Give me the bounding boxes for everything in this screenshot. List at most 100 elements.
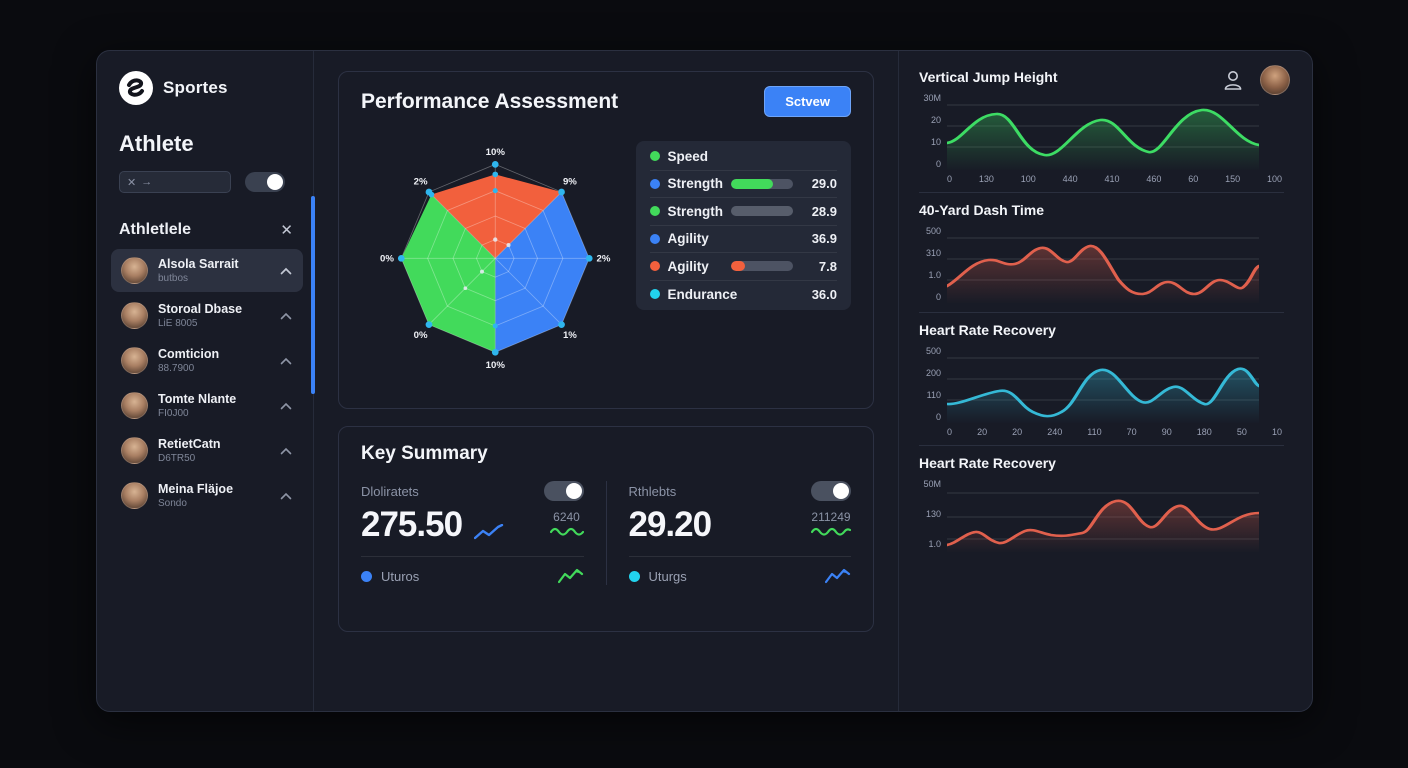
legend-label: Agility	[667, 231, 709, 247]
line-chart-red-2	[947, 492, 1259, 553]
radar-axis-label: 10%	[486, 360, 506, 371]
radar-axis-label: 1%	[563, 330, 577, 341]
legend-value: 36.0	[811, 286, 837, 302]
strength-dot-icon	[649, 178, 660, 189]
chevron-up-icon[interactable]	[279, 402, 293, 410]
performance-assessment-card: Performance Assessment Sctvew	[338, 71, 874, 409]
chart-title: 40-Yard Dash Time	[919, 202, 1045, 218]
athlete-list-item[interactable]: Meina Fläjoe Sondo	[111, 474, 303, 517]
chart-section-heart-rate-2: Heart Rate Recovery 50M 130 1.0	[919, 455, 1284, 561]
legend-row[interactable]: Agility 7.8	[649, 253, 837, 281]
athlete-meta: Sondo	[158, 498, 187, 509]
blue-trend-icon	[825, 568, 851, 584]
chevron-up-icon[interactable]	[279, 447, 293, 455]
summary-label: Rthlebts	[628, 483, 677, 499]
user-icon[interactable]	[1222, 68, 1244, 92]
radar-axis-label: 2%	[414, 176, 428, 187]
green-wave-icon	[549, 527, 584, 536]
sidebar-title: Athlete	[119, 131, 194, 156]
blue-sparkline-icon	[474, 524, 504, 540]
radar-axis-label: 2%	[597, 254, 611, 265]
legend-value: 28.9	[811, 203, 837, 219]
radar-axis-label: 0%	[380, 254, 394, 265]
page-title: Performance Assessment	[361, 89, 619, 113]
summary-toggle[interactable]	[811, 481, 851, 501]
y-axis-labels: 30M 20 10 0	[923, 93, 941, 169]
summary-column: Rthlebts 29.20 211249 U	[605, 481, 852, 585]
agility-dot-icon	[649, 233, 660, 244]
legend-value: 7.8	[818, 258, 837, 274]
summary-value: 29.20	[628, 505, 713, 544]
legend-value: 29.0	[811, 176, 837, 192]
legend-label: Endurance	[667, 286, 738, 302]
legend-row[interactable]: Agility 36.9	[649, 226, 837, 253]
radar-axis-label: 10%	[486, 147, 506, 158]
sctvew-button[interactable]: Sctvew	[764, 86, 851, 117]
x-axis-labels: 0 130 100 440 410 460 60 150 100	[947, 174, 1282, 184]
line-chart-teal	[947, 357, 1259, 424]
athlete-meta: D6TR50	[158, 453, 196, 464]
summary-label: Dloliratets	[361, 483, 419, 499]
summary-toggle[interactable]	[543, 481, 584, 501]
green-trend-icon	[557, 568, 583, 584]
legend-value: 36.9	[811, 231, 837, 247]
agility-dot-icon	[649, 261, 660, 272]
endurance-dot-icon	[649, 289, 660, 300]
legend-row[interactable]: Endurance 36.0	[649, 281, 837, 309]
y-axis-labels: 500 200 110 0	[925, 346, 941, 422]
summary-column: Dloliratets 275.50 6240	[361, 481, 606, 585]
legend-bar	[731, 261, 793, 272]
athlete-name: Alsola Sarrait	[158, 257, 239, 271]
footer-dot-icon	[361, 570, 372, 582]
app-window: Sportes Athlete ✕ → Athletlele ✕ Alsola …	[96, 50, 1313, 712]
charts-panel: Vertical Jump Height 30M 20 10 0 0 130 100 4…	[898, 51, 1312, 711]
chevron-up-icon[interactable]	[279, 492, 293, 500]
athlete-meta: butbos	[158, 273, 189, 284]
athlete-name: Tomte Nlante	[158, 392, 237, 406]
arrow-right-icon: →	[141, 176, 153, 188]
athlete-list-item[interactable]: Alsola Sarrait butbos	[111, 249, 303, 292]
main-content: Performance Assessment Sctvew	[314, 51, 898, 711]
line-chart-red	[947, 237, 1259, 304]
summary-secondary-value: 6240	[553, 510, 580, 524]
sidebar-toggle[interactable]	[245, 172, 285, 192]
close-icon[interactable]: ✕	[280, 222, 293, 239]
legend-row[interactable]: Strength 29.0	[649, 171, 837, 198]
line-chart-green	[947, 104, 1259, 171]
chevron-up-icon[interactable]	[279, 357, 293, 365]
chart-section-dash-time: 40-Yard Dash Time 500 310 1.0 0	[919, 202, 1284, 313]
athlete-list-item[interactable]: Comticion 88.7900	[111, 339, 303, 382]
radar-axis-label: 0%	[414, 330, 428, 341]
avatar	[121, 347, 148, 374]
athlete-meta: FI0J00	[158, 408, 189, 419]
key-summary-title: Key Summary	[361, 443, 488, 464]
legend-row[interactable]: Speed	[649, 143, 837, 171]
strength-dot-icon	[649, 206, 660, 217]
radar-chart: 10% 9% 2% 1% 10% 0% 0% 2%	[380, 147, 611, 371]
chart-section-vertical-jump: Vertical Jump Height 30M 20 10 0 0 130 100 4…	[919, 69, 1284, 193]
summary-secondary-value: 211249	[811, 510, 851, 524]
profile-avatar[interactable]	[1260, 65, 1290, 95]
brand: Sportes	[119, 71, 299, 105]
brand-name: Sportes	[163, 78, 228, 97]
chevron-up-icon[interactable]	[279, 312, 293, 320]
chevron-up-icon[interactable]	[279, 267, 293, 275]
athlete-list-item[interactable]: Storoal Dbase LiE 8005	[111, 294, 303, 337]
avatar	[121, 482, 148, 509]
key-summary-card: Key Summary Dloliratets 275.50 6240	[338, 426, 874, 632]
search-input[interactable]: ✕ →	[119, 171, 231, 193]
clear-icon[interactable]: ✕	[127, 176, 137, 189]
avatar	[121, 392, 148, 419]
athlete-list-item[interactable]: Tomte Nlante FI0J00	[111, 384, 303, 427]
athlete-list-item[interactable]: RetietCatn D6TR50	[111, 429, 303, 472]
legend-label: Strength	[667, 176, 724, 192]
legend-label: Strength	[667, 203, 724, 219]
athlete-name: Comticion	[158, 347, 220, 361]
summary-value: 275.50	[361, 505, 463, 544]
footer-label: Uturgs	[648, 568, 687, 584]
legend-label: Agility	[667, 258, 709, 274]
green-wave-icon	[810, 527, 852, 536]
sidebar-scrollbar[interactable]	[311, 196, 315, 394]
legend-row[interactable]: Strength 28.9	[649, 198, 837, 226]
athlete-meta: LiE 8005	[158, 318, 198, 329]
